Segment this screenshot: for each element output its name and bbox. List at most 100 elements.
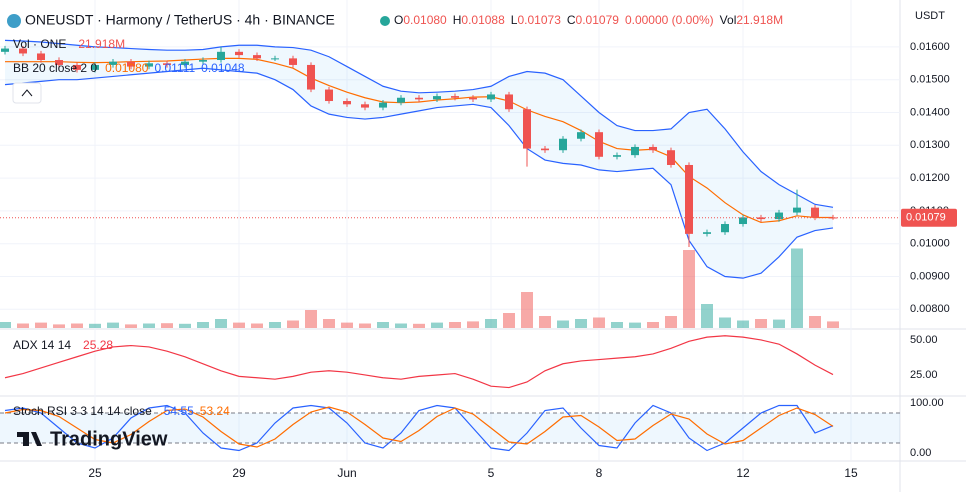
- ohlc-key: O: [394, 13, 403, 27]
- volume-bar: [161, 323, 173, 328]
- candle-body: [199, 60, 207, 62]
- volume-bar: [377, 322, 389, 328]
- candle-body: [649, 146, 657, 151]
- collapse-icon: [21, 89, 33, 97]
- volume-bar: [593, 317, 605, 328]
- candle-body: [397, 97, 405, 103]
- candle-body: [361, 104, 369, 108]
- ohlc-value: 0.01080: [403, 13, 447, 27]
- candle-body: [163, 63, 171, 65]
- adx-name: ADX 14 14: [13, 338, 71, 352]
- y-tick-label: 0.00800: [910, 303, 950, 315]
- candle-body: [19, 48, 27, 54]
- candle-body: [811, 207, 819, 218]
- volume-bar: [665, 316, 677, 328]
- volume-bar: [809, 316, 821, 328]
- candle-body: [127, 61, 135, 67]
- bb-lower: 0.01048: [201, 61, 245, 75]
- bb-legend: BB 20 close 2 0 0.01080 0.01111 0.01048: [13, 61, 245, 75]
- volume-bar: [719, 317, 731, 328]
- candle-body: [235, 51, 243, 56]
- volume-bar: [701, 304, 713, 328]
- vol-legend: Vol · ONE 21.918M: [13, 37, 125, 51]
- x-tick-label: 29: [232, 466, 246, 480]
- vol-key: Vol: [720, 13, 737, 27]
- y-tick-label: 0.01200: [910, 172, 950, 184]
- volume-bar: [251, 323, 263, 328]
- volume-bar: [17, 323, 29, 328]
- y-tick-label: 25.00: [910, 369, 938, 381]
- candle-body: [37, 53, 45, 61]
- volume-bar: [827, 321, 839, 328]
- volume-bar: [413, 323, 425, 328]
- volume-bar: [125, 324, 137, 328]
- candle-body: [577, 132, 585, 139]
- candle-body: [613, 155, 621, 157]
- vol-name: Vol · ONE: [13, 37, 66, 51]
- bb-basis: 0.01080: [105, 61, 149, 75]
- line-series: [4, 39, 834, 208]
- ohlc-key: C: [567, 13, 576, 27]
- ohlc-key: L: [511, 13, 518, 27]
- ohlc-value: 0.01079: [576, 13, 620, 27]
- candle-body: [685, 164, 693, 234]
- collapse-button[interactable]: [12, 82, 42, 104]
- candle-body: [379, 102, 387, 108]
- stoch-k: 54.55: [164, 404, 194, 418]
- candle-body: [631, 146, 639, 156]
- volume-bar: [611, 322, 623, 328]
- candle-body: [55, 60, 63, 65]
- candle-body: [667, 150, 675, 165]
- status-dot: [380, 16, 390, 26]
- volume-bar: [467, 321, 479, 328]
- candle-body: [307, 64, 315, 90]
- y-tick-label: 100.00: [910, 397, 944, 409]
- volume-bar: [179, 323, 191, 328]
- logo-icon: [17, 432, 42, 446]
- volume-bar: [71, 323, 83, 328]
- ohlc-value: 0.01088: [461, 13, 505, 27]
- volume-bar: [269, 322, 281, 328]
- x-tick-label: 25: [88, 466, 102, 480]
- candle-body: [433, 96, 441, 100]
- y-tick-label: 0.01300: [910, 139, 950, 151]
- y-tick-label: 0.01600: [910, 41, 950, 53]
- volume-bar: [107, 322, 119, 328]
- volume-bar: [35, 322, 47, 328]
- currency[interactable]: USDT: [915, 10, 945, 22]
- watermark: TradingView: [50, 428, 168, 450]
- volume-bar: [305, 310, 317, 328]
- last-price-label: 0.01079: [906, 212, 946, 224]
- candle-body: [451, 96, 459, 98]
- candle-body: [325, 89, 333, 102]
- volume-bar: [233, 322, 245, 328]
- volume-bar: [215, 319, 227, 328]
- candle-body: [829, 217, 837, 219]
- candle-body: [91, 64, 99, 70]
- candle-body: [523, 109, 531, 149]
- candle-body: [703, 232, 711, 234]
- candle-body: [253, 55, 261, 59]
- candle-body: [289, 58, 297, 65]
- ohlc-value: 0.01073: [517, 13, 561, 27]
- symbol-title: ONEUSDT · Harmony / TetherUS · 4h · BINA…: [25, 12, 335, 28]
- candle-body: [505, 94, 513, 110]
- candle-body: [487, 94, 495, 100]
- volume-bar: [287, 320, 299, 328]
- candle-body: [721, 224, 729, 233]
- volume-bar: [341, 322, 353, 328]
- candle-body: [145, 63, 153, 67]
- candle-body: [559, 138, 567, 151]
- change: 0.00000 (0.00%): [625, 13, 714, 27]
- candle-body: [415, 97, 423, 100]
- candle-body: [271, 58, 279, 60]
- volume-bar: [0, 322, 11, 328]
- volume-bar: [521, 292, 533, 328]
- candle-body: [793, 207, 801, 213]
- header: ONEUSDT · Harmony / TetherUS · 4h · BINA…: [7, 10, 945, 28]
- x-tick-label: 12: [736, 466, 750, 480]
- line-series: [4, 406, 834, 448]
- volume-bar: [143, 323, 155, 328]
- y-tick-label: 0.00: [910, 447, 931, 459]
